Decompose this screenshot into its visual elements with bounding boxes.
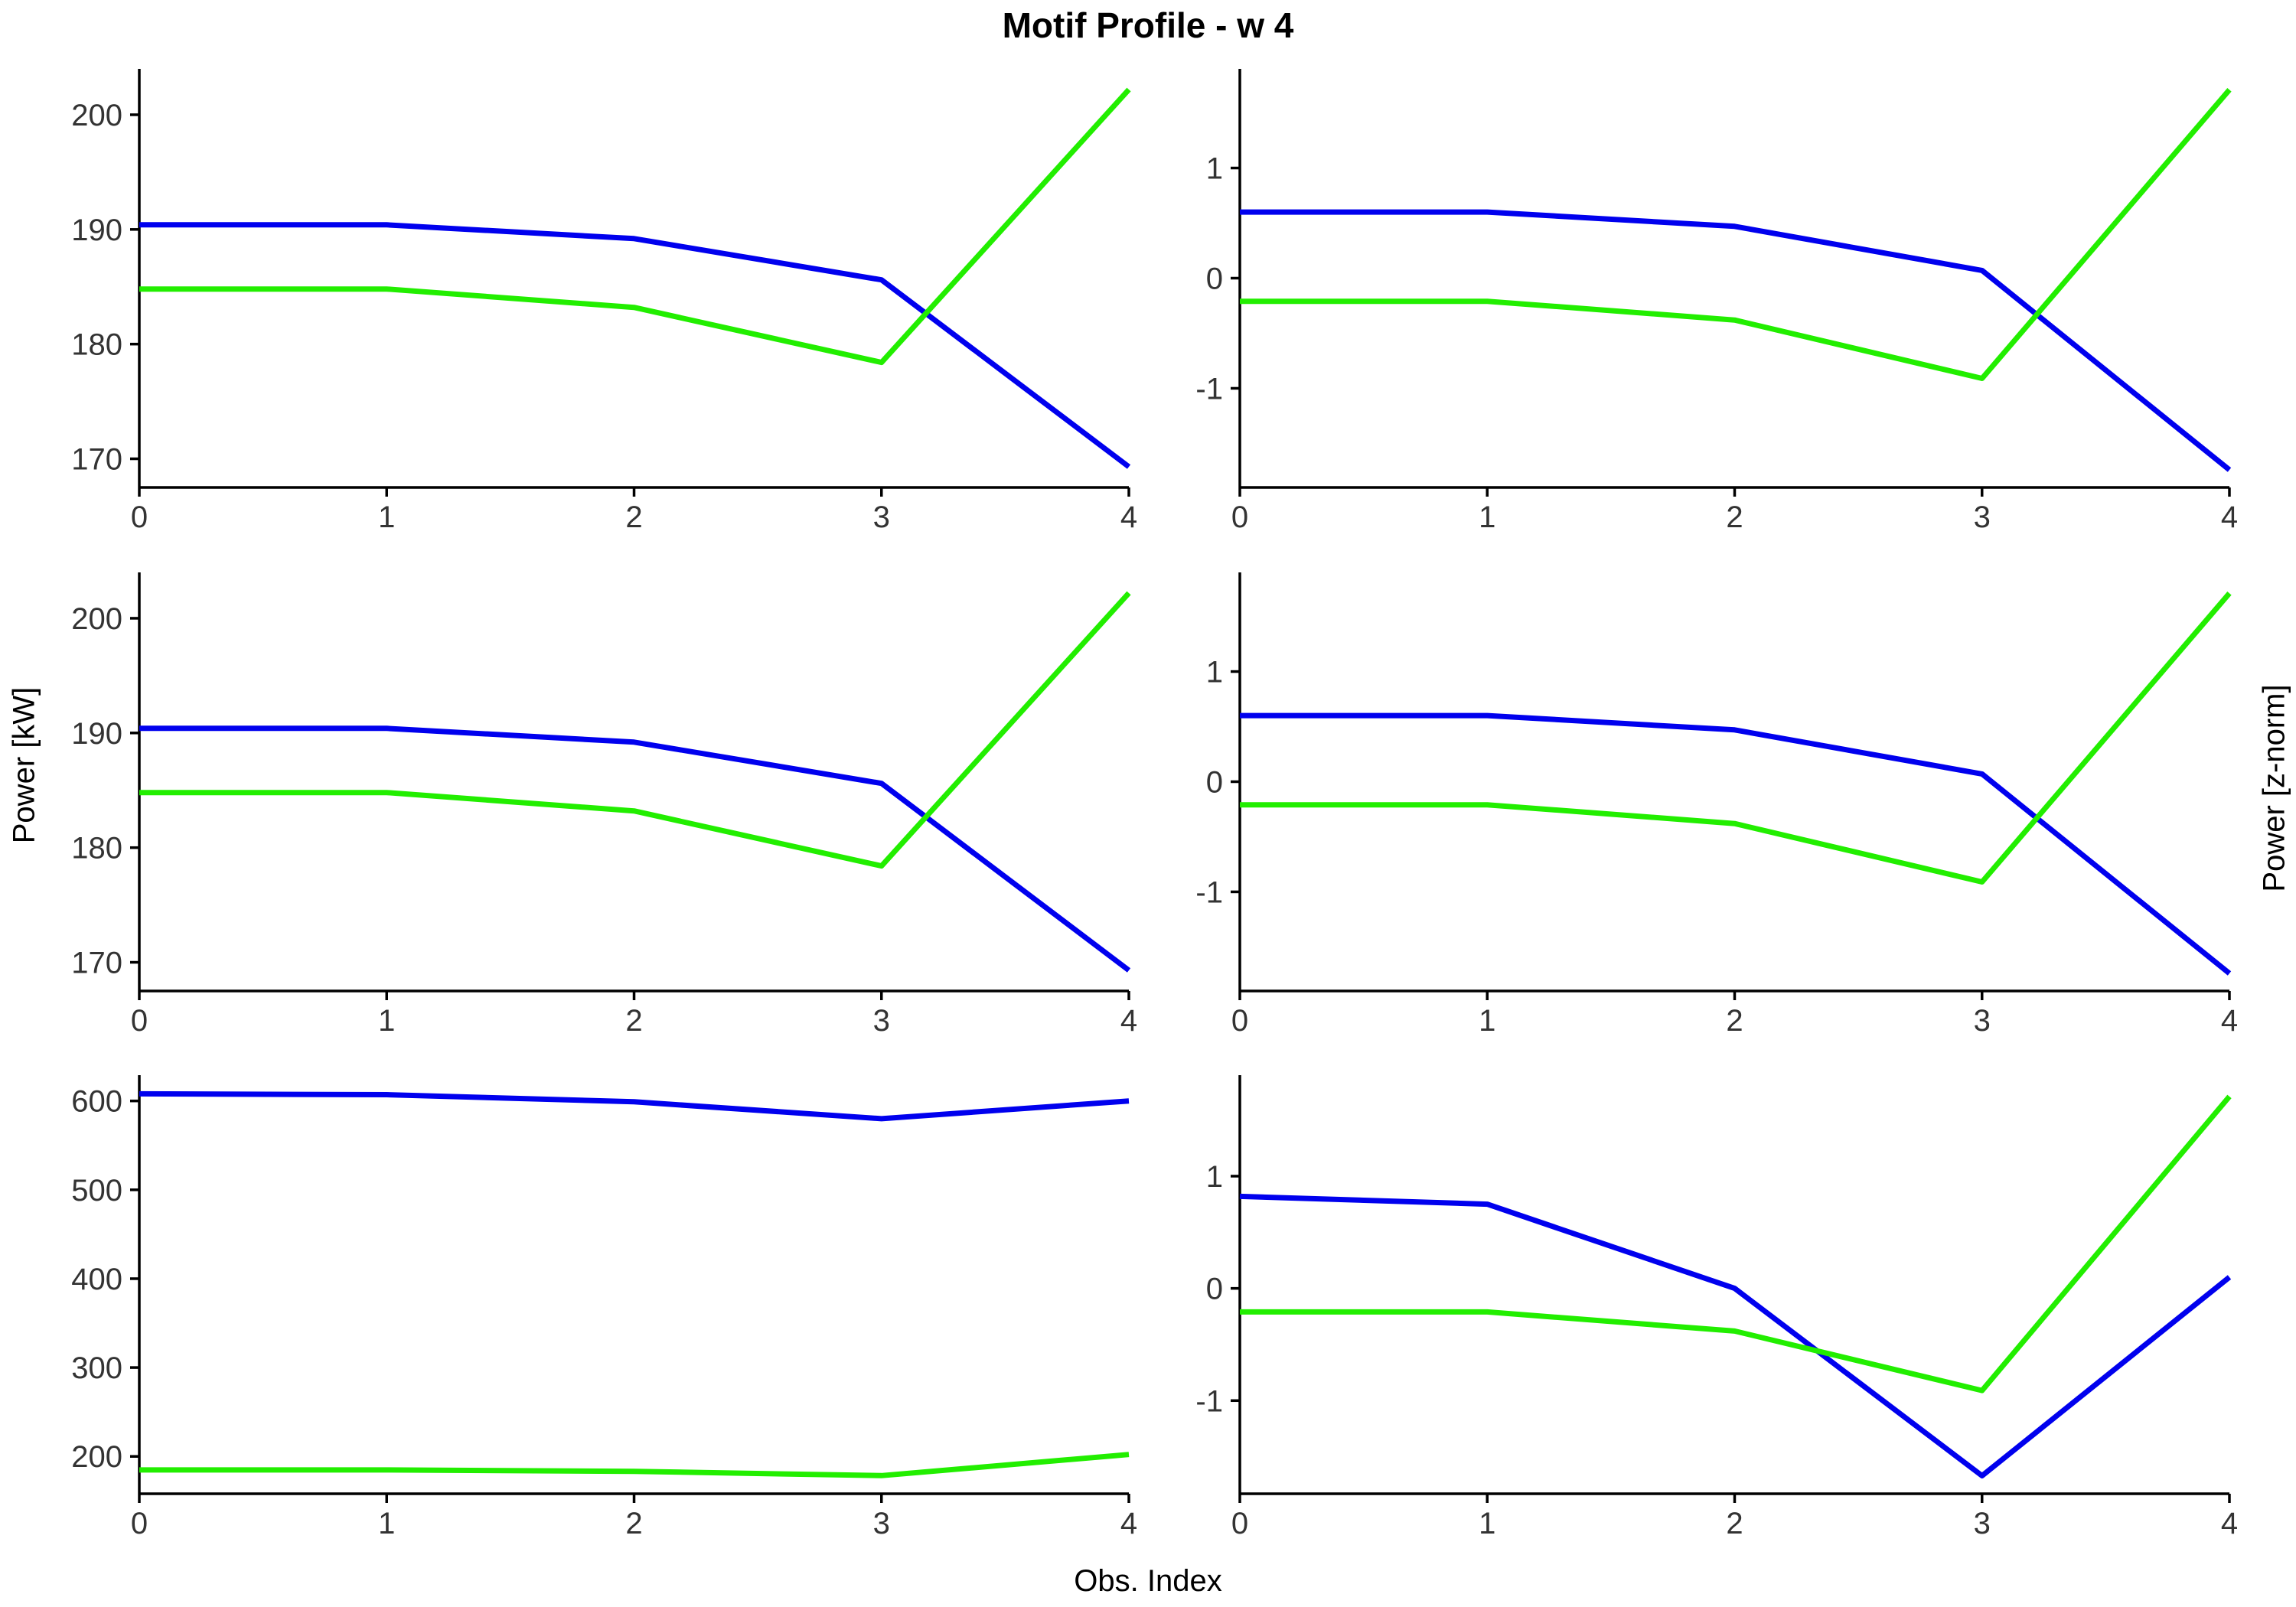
x-tick-label: 2 xyxy=(625,1507,642,1540)
y-tick-label: 0 xyxy=(1206,766,1223,800)
x-tick-label: 4 xyxy=(2221,1004,2238,1038)
x-tick-label: 4 xyxy=(1120,500,1137,534)
x-tick-label: 3 xyxy=(1974,1507,1991,1540)
x-tick-label: 4 xyxy=(2221,1507,2238,1540)
series-line-green xyxy=(1240,1094,2232,1393)
x-axis-label: Obs. Index xyxy=(1074,1564,1222,1598)
series-line-blue xyxy=(1239,1193,2232,1478)
panel-row3-left: 200 300 400 500 600 0 1 2 3 4 xyxy=(71,1075,1137,1540)
x-tick-label: 1 xyxy=(378,1507,395,1540)
x-tick-label: 0 xyxy=(131,1507,148,1540)
x-tick-label: 4 xyxy=(2221,500,2238,534)
x-tick-label: 2 xyxy=(625,500,642,534)
y-tick-label: 1 xyxy=(1206,656,1223,689)
x-tick-label: 3 xyxy=(873,1004,890,1038)
x-tick-label: 1 xyxy=(378,500,395,534)
y-tick-label: 180 xyxy=(71,328,122,362)
y-tick-label: 300 xyxy=(71,1351,122,1385)
y-tick-label: -1 xyxy=(1195,875,1223,909)
x-tick-label: 3 xyxy=(873,500,890,534)
series-line-green xyxy=(139,591,1131,869)
x-tick-label: 2 xyxy=(1726,500,1743,534)
x-tick-label: 0 xyxy=(131,1004,148,1038)
x-tick-label: 1 xyxy=(378,1004,395,1038)
series-line-green xyxy=(1240,592,2232,885)
x-tick-label: 1 xyxy=(1479,1507,1495,1540)
y-tick-label: 200 xyxy=(71,602,122,636)
y-tick-label: 400 xyxy=(71,1263,122,1296)
y-tick-label: -1 xyxy=(1195,1384,1223,1418)
series-line-green xyxy=(139,87,1131,366)
series-line-green xyxy=(139,1452,1130,1478)
series-line-blue xyxy=(139,1090,1130,1122)
y-tick-label: 190 xyxy=(71,214,122,247)
x-tick-label: 0 xyxy=(131,500,148,534)
y-tick-label: -1 xyxy=(1195,372,1223,406)
x-tick-label: 1 xyxy=(1479,1004,1495,1038)
series-line-blue xyxy=(139,222,1131,469)
panel-row2-left: 170 180 190 200 0 1 2 3 4 xyxy=(71,572,1137,1038)
y-tick-label: 170 xyxy=(71,443,122,477)
series-line-green xyxy=(1240,88,2232,381)
x-tick-label: 0 xyxy=(1231,500,1248,534)
series-line-blue xyxy=(1240,712,2232,976)
x-tick-label: 4 xyxy=(1120,1004,1137,1038)
panel-row1-left: 170 180 190 200 0 1 2 3 4 xyxy=(71,69,1137,534)
y-tick-label: 1 xyxy=(1206,152,1223,186)
panel-row3-right: -1 0 1 0 1 2 3 4 xyxy=(1195,1075,2238,1540)
x-tick-label: 4 xyxy=(1120,1507,1137,1540)
y-axis-label-right: Power [z-norm] xyxy=(2257,684,2291,892)
x-tick-label: 0 xyxy=(1231,1004,1248,1038)
x-tick-label: 1 xyxy=(1479,500,1495,534)
figure-title: Motif Profile - w 4 xyxy=(1002,5,1294,45)
x-tick-label: 2 xyxy=(1726,1004,1743,1038)
x-tick-label: 2 xyxy=(1726,1507,1743,1540)
y-tick-label: 180 xyxy=(71,832,122,865)
x-tick-label: 3 xyxy=(873,1507,890,1540)
x-tick-label: 3 xyxy=(1974,1004,1991,1038)
panel-row1-right: -1 0 1 0 1 2 3 4 xyxy=(1195,69,2238,534)
x-tick-label: 0 xyxy=(1231,1507,1248,1540)
panel-row2-right: -1 0 1 0 1 2 3 4 xyxy=(1195,572,2238,1038)
y-tick-label: 200 xyxy=(71,1440,122,1474)
series-line-blue xyxy=(1240,209,2232,472)
y-tick-label: 500 xyxy=(71,1174,122,1208)
y-tick-label: 600 xyxy=(71,1085,122,1119)
x-tick-label: 3 xyxy=(1974,500,1991,534)
y-tick-label: 190 xyxy=(71,717,122,751)
y-tick-label: 200 xyxy=(71,99,122,132)
y-tick-label: 1 xyxy=(1206,1160,1223,1194)
y-tick-label: 170 xyxy=(71,947,122,980)
y-tick-label: 0 xyxy=(1206,1273,1223,1306)
x-tick-label: 2 xyxy=(625,1004,642,1038)
y-tick-label: 0 xyxy=(1206,262,1223,296)
series-line-blue xyxy=(139,725,1131,973)
y-axis-label-left: Power [kW] xyxy=(7,686,41,844)
